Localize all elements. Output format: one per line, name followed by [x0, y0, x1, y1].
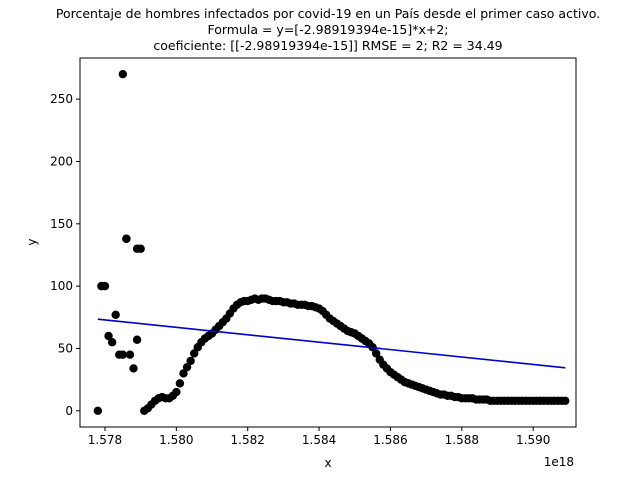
x-tick-label: 1.586 — [373, 433, 407, 447]
data-point — [172, 387, 181, 397]
x-tick-label: 1.582 — [231, 433, 265, 447]
data-point — [186, 356, 195, 366]
x-tick-label: 1.588 — [445, 433, 479, 447]
data-point — [118, 70, 128, 79]
plot-area — [79, 57, 577, 428]
data-point — [125, 350, 135, 359]
data-point — [129, 364, 138, 373]
chart-title: Porcentaje de hombres infectados por cov… — [56, 6, 600, 53]
x-tick-label: 1.578 — [88, 433, 122, 447]
data-point — [182, 362, 192, 372]
data-point — [175, 379, 185, 388]
x-axis-label: x — [324, 456, 331, 470]
y-axis: 0 50 100 150 200 250 — [50, 92, 80, 418]
data-point — [179, 369, 188, 378]
y-tick-label: 150 — [50, 217, 73, 231]
data-point — [118, 350, 128, 359]
fit-line — [97, 318, 566, 369]
x-axis: 1.578 1.580 1.582 1.584 1.586 1.588 1.590 — [88, 427, 550, 447]
y-tick-label: 50 — [58, 341, 73, 355]
data-point — [561, 396, 570, 406]
x-tick-label: 1.580 — [159, 433, 193, 447]
data-point — [189, 349, 199, 358]
plot-frame — [79, 57, 577, 428]
y-tick-label: 250 — [50, 92, 73, 106]
chart-title-line: Porcentaje de hombres infectados por cov… — [56, 6, 600, 21]
data-point — [107, 338, 117, 347]
y-tick-label: 100 — [50, 279, 73, 293]
y-axis-label: y — [25, 238, 39, 245]
data-point — [104, 331, 113, 341]
data-point — [371, 349, 381, 358]
data-points — [93, 70, 570, 415]
chart-title-line: coeficiente: [[-2.98919394e-15]] RMSE = … — [153, 38, 502, 53]
data-point — [132, 244, 142, 253]
x-tick-label: 1.584 — [302, 433, 336, 447]
data-point — [100, 281, 110, 291]
y-tick-label: 0 — [65, 404, 73, 418]
x-tick-label: 1.590 — [516, 433, 550, 447]
data-point — [93, 406, 103, 415]
y-tick-label: 200 — [50, 154, 73, 168]
x-axis-offset-label: 1e18 — [544, 455, 574, 469]
data-point — [111, 310, 120, 319]
data-point — [132, 335, 142, 344]
chart-title-line: Formula = y=[-2.98919394e-15]*x+2; — [207, 22, 448, 37]
data-point — [122, 234, 131, 243]
